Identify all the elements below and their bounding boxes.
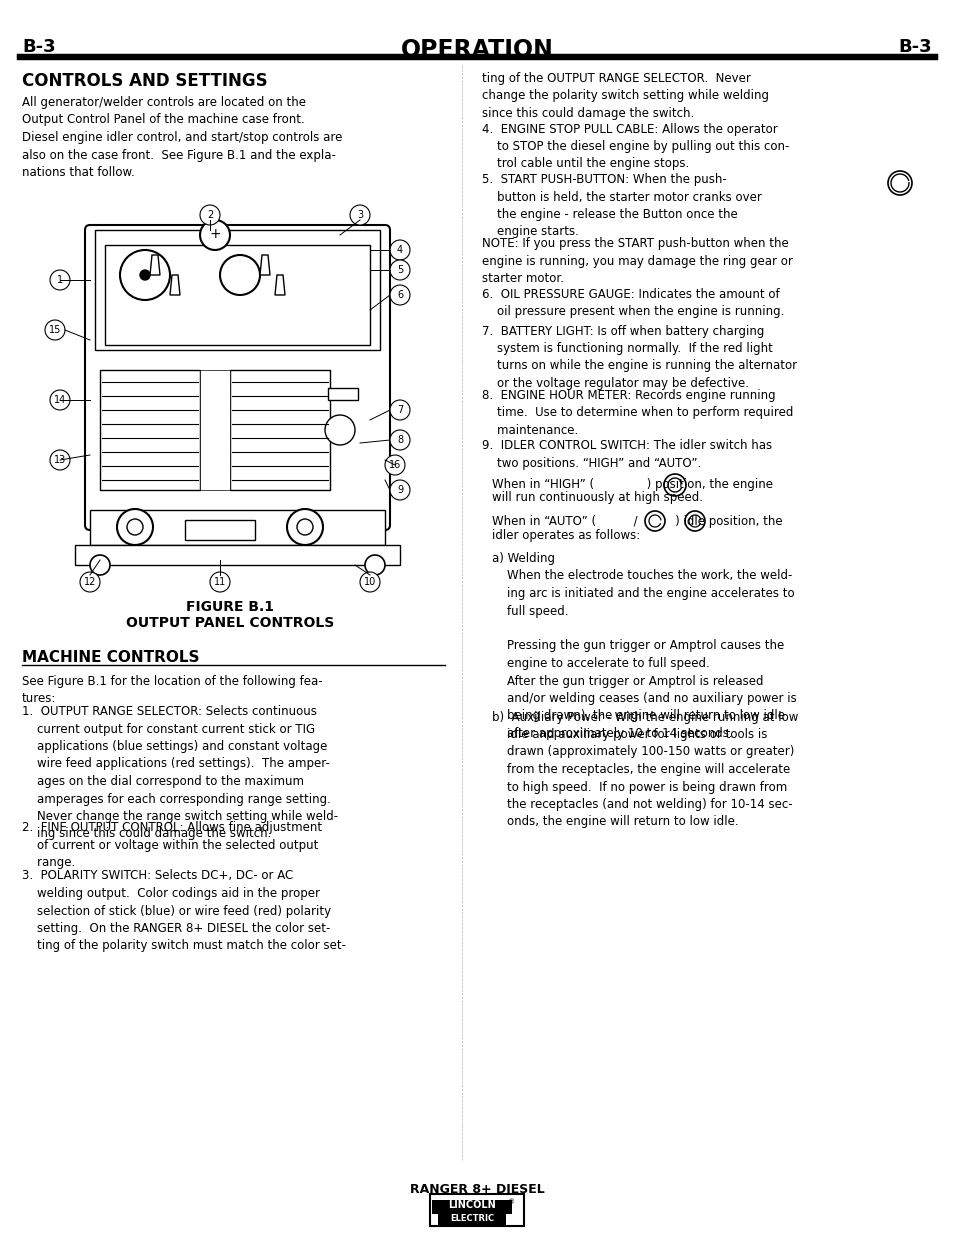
Bar bbox=[437, 1214, 505, 1226]
Polygon shape bbox=[150, 254, 160, 275]
Text: B-3: B-3 bbox=[898, 38, 931, 56]
Circle shape bbox=[210, 572, 230, 592]
Text: 9: 9 bbox=[396, 485, 402, 495]
Circle shape bbox=[390, 285, 410, 305]
Circle shape bbox=[390, 400, 410, 420]
Text: FIGURE B.1
OUTPUT PANEL CONTROLS: FIGURE B.1 OUTPUT PANEL CONTROLS bbox=[126, 600, 334, 630]
Circle shape bbox=[385, 454, 405, 475]
FancyBboxPatch shape bbox=[85, 225, 390, 530]
Circle shape bbox=[120, 249, 170, 300]
Bar bbox=[75, 545, 399, 564]
Circle shape bbox=[663, 474, 685, 496]
Circle shape bbox=[45, 320, 65, 340]
Bar bbox=[95, 230, 379, 350]
Circle shape bbox=[140, 270, 150, 280]
Circle shape bbox=[127, 519, 143, 535]
Text: 8: 8 bbox=[396, 435, 402, 445]
Text: ting of the OUTPUT RANGE SELECTOR.  Never
change the polarity switch setting whi: ting of the OUTPUT RANGE SELECTOR. Never… bbox=[481, 72, 768, 120]
Circle shape bbox=[365, 555, 385, 576]
Circle shape bbox=[117, 509, 152, 545]
Text: 5: 5 bbox=[396, 266, 403, 275]
Text: 3: 3 bbox=[356, 210, 363, 220]
Circle shape bbox=[296, 519, 313, 535]
Circle shape bbox=[200, 205, 220, 225]
Text: 16: 16 bbox=[389, 459, 400, 471]
Text: 1.  OUTPUT RANGE SELECTOR: Selects continuous
    current output for constant cu: 1. OUTPUT RANGE SELECTOR: Selects contin… bbox=[22, 705, 337, 841]
Circle shape bbox=[684, 511, 704, 531]
Text: will run continuously at high speed.: will run continuously at high speed. bbox=[492, 492, 702, 505]
Circle shape bbox=[390, 430, 410, 450]
Polygon shape bbox=[260, 254, 270, 275]
Text: 4.  ENGINE STOP PULL CABLE: Allows the operator
    to STOP the diesel engine by: 4. ENGINE STOP PULL CABLE: Allows the op… bbox=[481, 122, 788, 170]
Text: When in “AUTO” (          /          ) idle position, the: When in “AUTO” ( / ) idle position, the bbox=[492, 515, 781, 529]
Bar bbox=[200, 370, 230, 490]
Text: 4: 4 bbox=[396, 245, 402, 254]
Bar bbox=[105, 245, 370, 345]
Text: 3.  POLARITY SWITCH: Selects DC+, DC- or AC
    welding output.  Color codings a: 3. POLARITY SWITCH: Selects DC+, DC- or … bbox=[22, 869, 346, 952]
Text: 7: 7 bbox=[396, 405, 403, 415]
Text: 11: 11 bbox=[213, 577, 226, 587]
Text: 14: 14 bbox=[53, 395, 66, 405]
Circle shape bbox=[80, 572, 100, 592]
Circle shape bbox=[90, 555, 110, 576]
Circle shape bbox=[350, 205, 370, 225]
Text: 1: 1 bbox=[57, 275, 63, 285]
Bar bbox=[328, 388, 357, 400]
Text: 7.  BATTERY LIGHT: Is off when battery charging
    system is functioning normal: 7. BATTERY LIGHT: Is off when battery ch… bbox=[481, 325, 797, 390]
Text: 5.  START PUSH-BUTTON: When the push-
    button is held, the starter motor cran: 5. START PUSH-BUTTON: When the push- but… bbox=[481, 173, 761, 238]
Text: 10: 10 bbox=[363, 577, 375, 587]
Circle shape bbox=[390, 480, 410, 500]
Text: 12: 12 bbox=[84, 577, 96, 587]
Circle shape bbox=[887, 170, 911, 195]
Circle shape bbox=[50, 390, 70, 410]
Circle shape bbox=[644, 511, 664, 531]
Circle shape bbox=[325, 415, 355, 445]
Text: See Figure B.1 for the location of the following fea-
tures:: See Figure B.1 for the location of the f… bbox=[22, 676, 322, 705]
Circle shape bbox=[200, 220, 230, 249]
Bar bbox=[230, 370, 330, 490]
Text: All generator/welder controls are located on the
Output Control Panel of the mac: All generator/welder controls are locate… bbox=[22, 96, 342, 179]
Text: 6.  OIL PRESSURE GAUGE: Indicates the amount of
    oil pressure present when th: 6. OIL PRESSURE GAUGE: Indicates the amo… bbox=[481, 288, 783, 317]
Text: b)  Auxiliary Power - With the engine running at low
    idle and auxiliary powe: b) Auxiliary Power - With the engine run… bbox=[492, 710, 798, 829]
Text: 9.  IDLER CONTROL SWITCH: The idler switch has
    two positions. “HIGH” and “AU: 9. IDLER CONTROL SWITCH: The idler switc… bbox=[481, 438, 771, 469]
Text: ELECTRIC: ELECTRIC bbox=[450, 1214, 494, 1223]
Text: LINCOLN: LINCOLN bbox=[448, 1200, 496, 1210]
Circle shape bbox=[359, 572, 379, 592]
Text: B-3: B-3 bbox=[22, 38, 55, 56]
Circle shape bbox=[390, 240, 410, 261]
Text: 8.  ENGINE HOUR METER: Records engine running
    time.  Use to determine when t: 8. ENGINE HOUR METER: Records engine run… bbox=[481, 389, 793, 436]
Text: a) Welding
    When the electrode touches the work, the weld-
    ing arc is ini: a) Welding When the electrode touches th… bbox=[492, 552, 796, 740]
Bar bbox=[90, 510, 385, 545]
Polygon shape bbox=[170, 275, 180, 295]
Text: CONTROLS AND SETTINGS: CONTROLS AND SETTINGS bbox=[22, 72, 268, 90]
Circle shape bbox=[50, 450, 70, 471]
Text: OPERATION: OPERATION bbox=[400, 38, 553, 62]
Text: When in “HIGH” (              ) position, the engine: When in “HIGH” ( ) position, the engine bbox=[492, 478, 772, 492]
Text: 13: 13 bbox=[53, 454, 66, 466]
Bar bbox=[185, 520, 254, 540]
Text: RANGER 8+ DIESEL: RANGER 8+ DIESEL bbox=[409, 1183, 544, 1195]
Polygon shape bbox=[274, 275, 285, 295]
Circle shape bbox=[220, 254, 260, 295]
Circle shape bbox=[287, 509, 323, 545]
Bar bbox=[430, 1194, 523, 1226]
Text: +: + bbox=[209, 227, 220, 241]
Bar bbox=[100, 370, 200, 490]
Text: 15: 15 bbox=[49, 325, 61, 335]
Bar bbox=[432, 1200, 512, 1214]
Text: ®: ® bbox=[508, 1199, 515, 1205]
Circle shape bbox=[390, 261, 410, 280]
Text: MACHINE CONTROLS: MACHINE CONTROLS bbox=[22, 650, 199, 664]
Text: idler operates as follows:: idler operates as follows: bbox=[492, 529, 639, 541]
Text: NOTE: If you press the START push-button when the
engine is running, you may dam: NOTE: If you press the START push-button… bbox=[481, 237, 792, 285]
Text: 2.  FINE OUTPUT CONTROL: Allows fine adjustment
    of current or voltage within: 2. FINE OUTPUT CONTROL: Allows fine adju… bbox=[22, 821, 322, 869]
Text: 2: 2 bbox=[207, 210, 213, 220]
Text: 6: 6 bbox=[396, 290, 402, 300]
Circle shape bbox=[50, 270, 70, 290]
